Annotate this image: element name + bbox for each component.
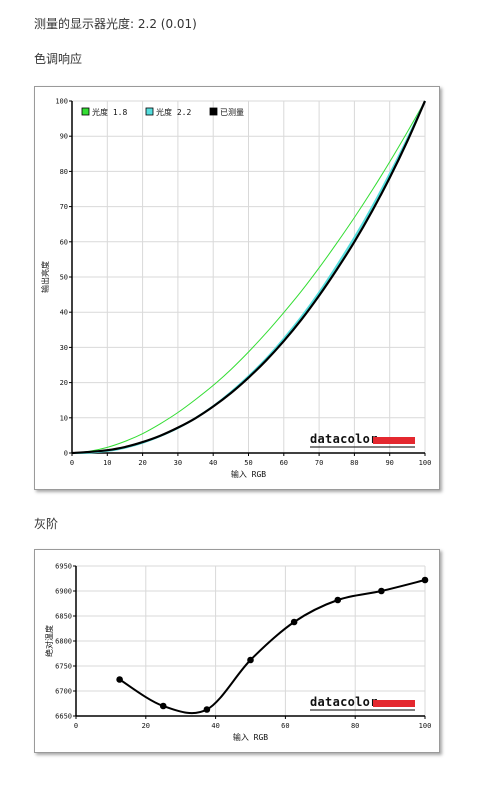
- datacolor-logo-bar: [373, 437, 415, 444]
- x-axis-label: 输入 RGB: [233, 732, 268, 742]
- series-line-1: [119, 579, 426, 715]
- y-tick-label: 6700: [55, 688, 72, 696]
- x-tick-label: 20: [138, 459, 146, 467]
- x-tick-label: 40: [211, 722, 219, 730]
- data-point: [334, 596, 342, 604]
- x-tick-label: 70: [315, 459, 323, 467]
- y-tick-label: 30: [60, 344, 68, 352]
- x-tick-label: 40: [209, 459, 217, 467]
- x-tick-label: 30: [174, 459, 182, 467]
- y-tick-label: 6950: [55, 563, 72, 571]
- x-tick-label: 0: [74, 722, 78, 730]
- x-tick-label: 0: [70, 459, 74, 467]
- x-tick-label: 20: [142, 722, 150, 730]
- data-point: [290, 618, 298, 626]
- y-tick-label: 6900: [55, 588, 72, 596]
- y-tick-label: 6800: [55, 638, 72, 646]
- datacolor-logo-bar: [373, 700, 415, 707]
- y-tick-label: 6750: [55, 663, 72, 671]
- data-point: [247, 656, 254, 664]
- grayscale-panel: 0 20 40 60 80 100 6650 6700 6750 6800 6850 6900 6950…: [34, 549, 440, 753]
- y-tick-label: 6650: [55, 713, 72, 721]
- grayscale-chart: 0 20 40 60 80 100 6650 6700 6750 6800 6850 6900 6950…: [44, 563, 432, 743]
- y-tick-label: 6850: [55, 613, 72, 621]
- x-tick-label: 60: [280, 459, 288, 467]
- y-tick-label: 100: [55, 98, 68, 106]
- x-tick-label: 100: [419, 722, 432, 730]
- tone-response-panel: 0 10 20 30 40 50 60 70 80 90 100 0 10 20 30 40 50 60 70 80 9…: [34, 86, 440, 490]
- y-tick-label: 40: [60, 309, 68, 317]
- data-point: [116, 676, 123, 683]
- data-point: [421, 576, 429, 584]
- y-tick-label: 60: [60, 238, 68, 246]
- gamma-label: 测量的显示器光度:: [34, 17, 135, 31]
- legend-swatch-2: [145, 107, 154, 116]
- tone-response-chart: 0 10 20 30 40 50 60 70 80 90 100 0 10 20 30 40 50 60 70 80 9…: [40, 98, 432, 480]
- y-tick-label: 80: [60, 168, 68, 176]
- x-tick-label: 50: [244, 459, 252, 467]
- x-axis-label: 输入 RGB: [231, 469, 266, 479]
- legend-swatch-1: [81, 107, 90, 116]
- series-line-1: [71, 100, 426, 454]
- gamma-readout: 测量的显示器光度: 2.2 (0.01): [34, 15, 197, 32]
- x-tick-label: 80: [351, 722, 359, 730]
- y-tick-label: 20: [60, 379, 68, 387]
- grayscale-title: 灰阶: [34, 517, 59, 531]
- data-point: [378, 587, 385, 595]
- legend-label-1: 光度 1.8: [92, 107, 127, 117]
- datacolor-logo-text: datacolor: [310, 695, 378, 709]
- data-point: [203, 706, 211, 713]
- gamma-value: 2.2 (0.01): [137, 17, 197, 31]
- y-axis-label: 输出亮度: [40, 261, 50, 293]
- data-point: [159, 702, 167, 710]
- y-tick-label: 70: [60, 203, 68, 211]
- y-tick-label: 10: [60, 414, 68, 422]
- legend-label-2: 光度 2.2: [156, 107, 191, 117]
- legend-swatch-3: [209, 107, 218, 116]
- y-tick-label: 0: [64, 450, 68, 458]
- legend-label-3: 已测量: [220, 108, 244, 117]
- y-axis-label: 绝对温度: [44, 625, 54, 657]
- x-tick-label: 100: [419, 459, 432, 467]
- tone-response-title: 色调响应: [34, 52, 83, 66]
- y-tick-label: 50: [60, 274, 68, 282]
- x-tick-label: 90: [385, 459, 393, 467]
- series-line-3: [71, 100, 427, 455]
- datacolor-logo-text: datacolor: [310, 432, 378, 446]
- y-tick-label: 90: [60, 133, 68, 141]
- x-tick-label: 80: [350, 459, 358, 467]
- x-tick-label: 60: [281, 722, 289, 730]
- x-tick-label: 10: [103, 459, 111, 467]
